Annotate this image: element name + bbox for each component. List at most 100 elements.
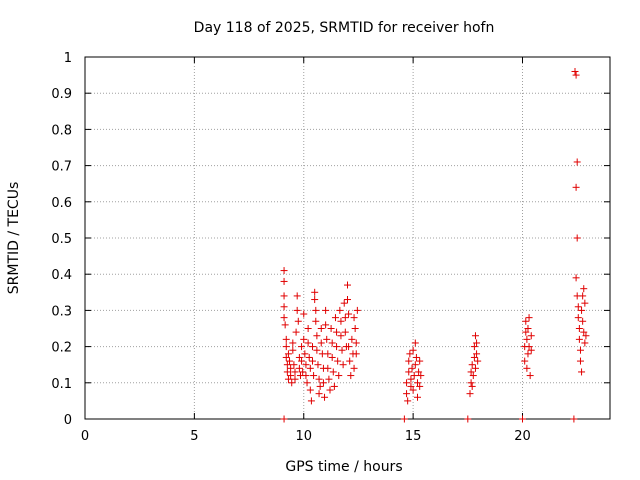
data-point xyxy=(283,361,291,369)
data-point xyxy=(322,321,330,329)
data-point xyxy=(344,296,351,304)
data-point xyxy=(298,343,306,351)
data-point xyxy=(581,299,589,307)
data-point xyxy=(470,343,478,351)
data-point xyxy=(350,364,358,372)
data-point xyxy=(328,339,336,347)
data-point xyxy=(471,364,479,372)
data-point xyxy=(324,350,332,358)
data-point xyxy=(280,267,288,275)
data-point xyxy=(525,314,533,322)
data-point xyxy=(464,415,472,423)
y-tick-label: 0.6 xyxy=(51,196,72,211)
data-point xyxy=(347,372,355,380)
data-point xyxy=(302,372,310,380)
data-point xyxy=(312,317,320,325)
data-point xyxy=(474,357,482,365)
data-point xyxy=(314,361,322,369)
data-point xyxy=(331,314,339,322)
data-point xyxy=(306,386,314,394)
data-point xyxy=(282,343,290,351)
data-point xyxy=(467,368,475,376)
x-axis-label: GPS time / hours xyxy=(285,459,402,475)
x-tick-label: 20 xyxy=(514,429,531,444)
data-point xyxy=(298,357,306,365)
data-point xyxy=(289,339,297,347)
data-point xyxy=(575,325,583,332)
data-point xyxy=(352,339,360,347)
data-point xyxy=(287,372,295,380)
data-point xyxy=(335,372,343,380)
data-point xyxy=(523,335,531,343)
data-point xyxy=(286,357,294,365)
data-point xyxy=(325,375,333,383)
data-point xyxy=(522,317,530,325)
data-point xyxy=(328,353,336,361)
data-point xyxy=(289,346,297,354)
data-point xyxy=(579,317,587,325)
data-point xyxy=(282,353,290,361)
data-point xyxy=(346,357,354,365)
data-point xyxy=(523,364,531,372)
data-point xyxy=(301,350,309,358)
data-point xyxy=(345,343,353,351)
data-point xyxy=(334,357,342,365)
data-point xyxy=(351,325,359,332)
y-tick-label: 0.2 xyxy=(51,341,72,356)
data-point xyxy=(519,415,526,423)
data-point xyxy=(580,285,588,293)
data-point xyxy=(581,339,589,347)
data-point xyxy=(284,375,292,383)
data-point xyxy=(337,317,345,325)
data-point xyxy=(283,368,291,376)
data-point xyxy=(327,325,335,332)
data-point xyxy=(300,310,308,318)
y-tick-label: 0.3 xyxy=(51,304,72,319)
data-point xyxy=(417,372,425,380)
data-point xyxy=(580,328,588,336)
y-tick-label: 0 xyxy=(64,413,72,428)
data-point xyxy=(313,346,321,354)
data-point xyxy=(333,328,341,336)
data-point xyxy=(341,314,349,322)
data-point xyxy=(353,306,361,314)
data-point xyxy=(336,306,344,314)
x-tick-label: 10 xyxy=(295,429,312,444)
data-point xyxy=(469,372,477,380)
data-point xyxy=(411,361,419,369)
data-point xyxy=(323,335,331,343)
data-point xyxy=(281,321,289,329)
data-point xyxy=(406,350,414,358)
data-point xyxy=(574,303,582,311)
data-point xyxy=(350,314,358,322)
data-point xyxy=(338,346,346,354)
data-point xyxy=(467,379,475,387)
data-point xyxy=(410,372,418,380)
data-point xyxy=(572,183,580,191)
data-point xyxy=(524,350,532,358)
data-point xyxy=(319,379,327,387)
data-point xyxy=(280,292,288,300)
data-point xyxy=(287,364,295,372)
x-tick-label: 0 xyxy=(81,429,89,444)
data-point xyxy=(571,67,579,75)
data-point xyxy=(471,332,479,340)
data-point xyxy=(291,375,299,383)
y-tick-label: 0.1 xyxy=(51,377,72,392)
data-point xyxy=(282,335,290,343)
data-point xyxy=(311,288,319,296)
data-point xyxy=(400,415,408,423)
data-point xyxy=(527,332,535,340)
data-point xyxy=(326,386,334,394)
data-point xyxy=(582,332,590,340)
data-point xyxy=(292,328,300,336)
data-point xyxy=(407,382,415,390)
data-point xyxy=(578,368,586,376)
y-tick-label: 0.4 xyxy=(51,268,72,283)
data-point xyxy=(573,234,581,242)
data-point xyxy=(295,353,303,361)
axis-ticks: 0 5 10 15 20 0 0.1 0.2 0.3 0.4 0.5 0.6 0.7 0.8 0.9 1 xyxy=(51,51,610,444)
data-point xyxy=(333,343,341,351)
data-point xyxy=(414,379,421,387)
